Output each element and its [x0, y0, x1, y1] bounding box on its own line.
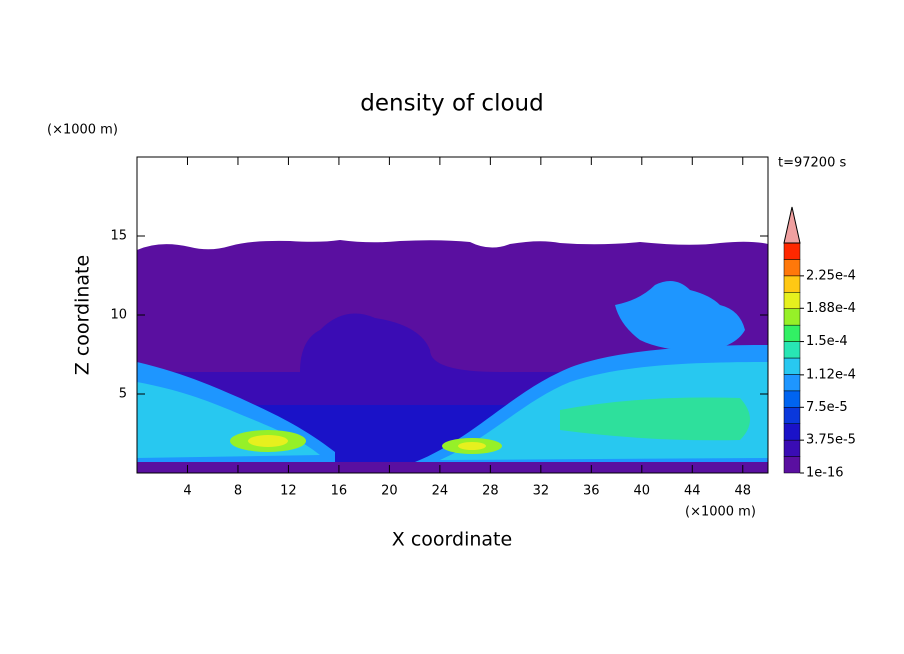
colorbar-band	[783, 374, 801, 392]
contour-field	[137, 240, 768, 473]
y-tick-label: 5	[119, 387, 127, 402]
colorbar-band	[783, 242, 801, 260]
colorbar-extend	[783, 206, 801, 244]
y-tick-label: 15	[110, 229, 127, 244]
colorbar-band	[783, 390, 801, 408]
y-unit: (×1000 m)	[47, 123, 118, 138]
colorbar-band	[783, 407, 801, 424]
colorbar-tick-label: 1.88e-4	[806, 301, 856, 316]
colorbar-band	[783, 456, 801, 474]
x-tick-label: 8	[234, 484, 242, 499]
field-region	[615, 281, 745, 352]
colorbar-band	[783, 341, 801, 359]
colorbar-tick-label: 7.5e-5	[806, 400, 848, 415]
time-label: t=97200 s	[778, 156, 846, 171]
colorbar-band	[783, 357, 801, 375]
x-tick-label: 16	[331, 484, 348, 499]
field-region	[560, 397, 750, 441]
x-tick-label: 28	[482, 484, 499, 499]
colorbar-tick-label: 1.12e-4	[806, 367, 856, 382]
colorbar-band	[783, 439, 801, 457]
colorbar-band	[783, 259, 801, 277]
field-region	[248, 435, 288, 447]
x-unit: (×1000 m)	[685, 505, 756, 520]
x-tick-label: 12	[280, 484, 297, 499]
x-tick-label: 36	[583, 484, 600, 499]
field-region	[458, 442, 486, 450]
colorbar-band	[783, 308, 801, 326]
y-tick-label: 10	[110, 308, 127, 323]
x-tick-label: 40	[634, 484, 651, 499]
colorbar-band	[783, 292, 801, 309]
x-tick-label: 24	[432, 484, 449, 499]
colorbar-tick-label: 3.75e-5	[806, 433, 856, 448]
x-tick-label: 32	[533, 484, 550, 499]
x-tick-label: 44	[684, 484, 701, 499]
field-region	[137, 462, 768, 473]
x-axis-label: X coordinate	[392, 529, 512, 551]
y-axis-label: Z coordinate	[72, 255, 94, 375]
chart-title: density of cloud	[360, 91, 543, 117]
colorbar-tick-label: 1e-16	[806, 466, 844, 481]
colorbar-tick-label: 2.25e-4	[806, 268, 856, 283]
colorbar-band	[783, 423, 801, 441]
colorbar-tick-label: 1.5e-4	[806, 334, 848, 349]
colorbar-band	[783, 324, 801, 342]
x-tick-label: 48	[734, 484, 751, 499]
colorbar-band	[783, 275, 801, 293]
x-tick-label: 20	[381, 484, 398, 499]
x-tick-label: 4	[183, 484, 191, 499]
